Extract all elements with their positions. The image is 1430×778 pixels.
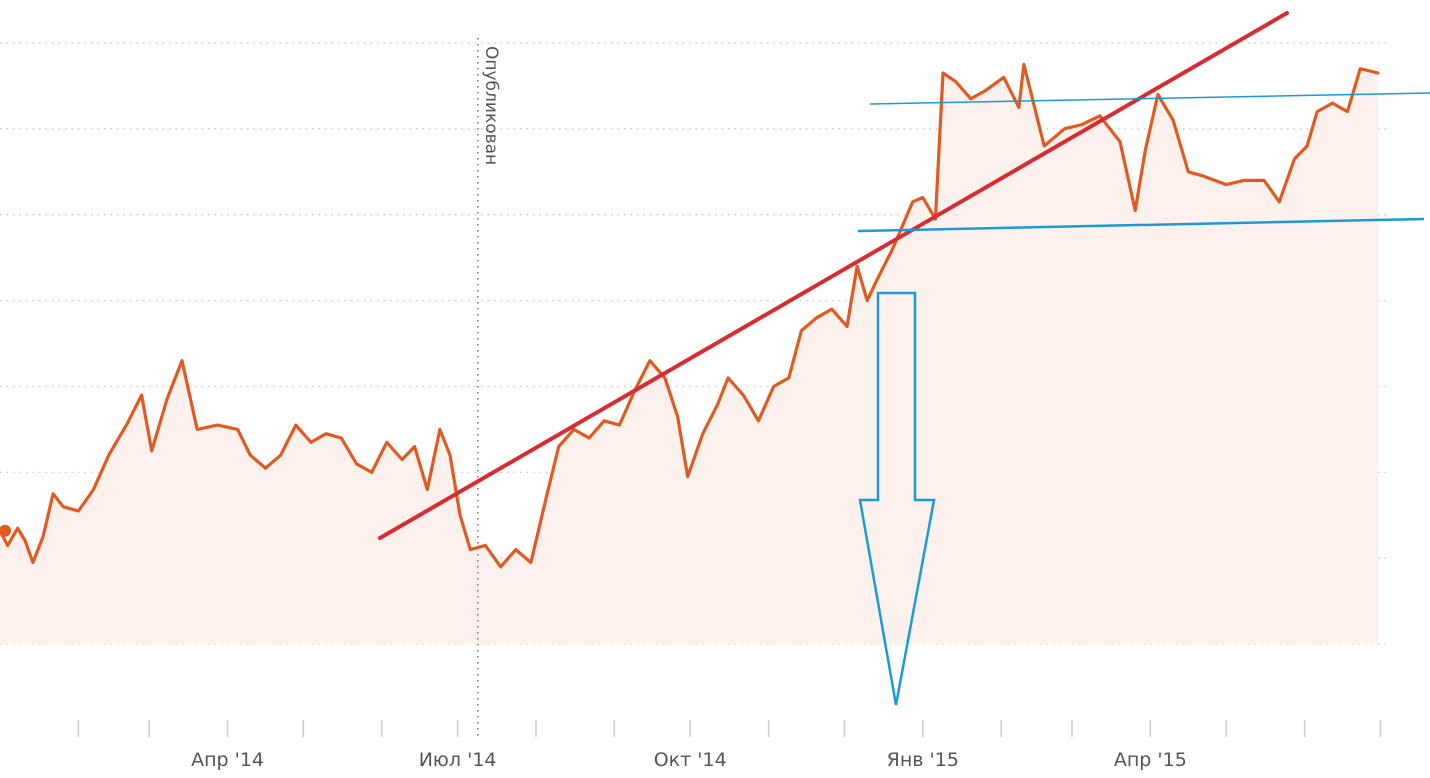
down-arrow-icon (858, 291, 936, 706)
published-label: Опубликован (481, 46, 501, 165)
x-tick-label: Июл '14 (419, 749, 497, 771)
x-tick-label: Апр '14 (191, 749, 264, 771)
drawn-overlays (378, 11, 1430, 706)
area-fill (0, 64, 1378, 645)
price-area (0, 64, 1378, 645)
x-tick-label: Окт '14 (654, 749, 727, 771)
blue-channel-upper-line (869, 92, 1430, 105)
red-trend-line (378, 11, 1289, 540)
x-axis: Апр '14 Июл '14 Окт '14 Янв '15 Апр '15 (77, 720, 1382, 771)
series-start-point (0, 524, 11, 537)
published-marker: Опубликован (477, 38, 501, 738)
price-line (0, 62, 1380, 569)
series-line (0, 62, 1380, 569)
blue-channel-lower-line (857, 217, 1425, 233)
x-tick-label: Янв '15 (887, 749, 959, 771)
x-tick-label: Апр '15 (1114, 749, 1187, 771)
